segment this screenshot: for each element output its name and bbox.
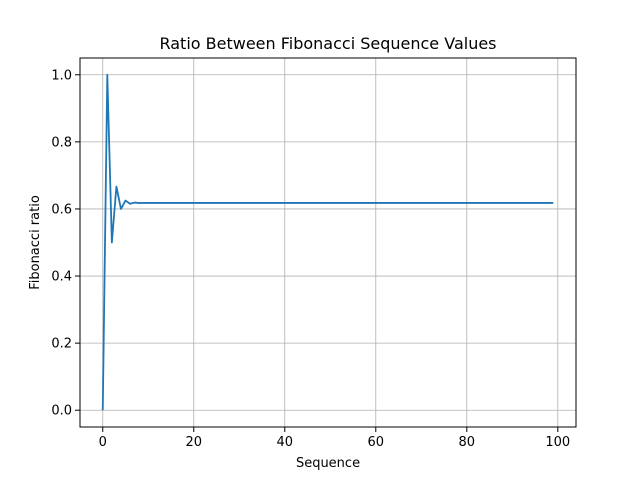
x-axis: 0 20 40 60 80 100 [99, 427, 570, 450]
x-tick-label: 100 [545, 435, 570, 450]
chart-title: Ratio Between Fibonacci Sequence Values [159, 34, 496, 53]
y-axis: 0.0 0.2 0.4 0.6 0.8 1.0 [51, 68, 80, 419]
y-tick-label: 0.0 [51, 404, 72, 419]
x-tick-label: 0 [99, 435, 107, 450]
x-tick-label: 80 [459, 435, 476, 450]
y-tick-label: 0.2 [51, 337, 72, 352]
x-tick-label: 40 [276, 435, 293, 450]
y-tick-label: 0.6 [51, 202, 72, 217]
y-tick-label: 0.8 [51, 135, 72, 150]
x-axis-label: Sequence [296, 456, 360, 471]
x-tick-label: 60 [368, 435, 385, 450]
axes-frame [79, 57, 577, 428]
y-tick-label: 1.0 [51, 68, 72, 83]
series-line [101, 73, 554, 411]
plot-area [101, 73, 554, 411]
grid [80, 58, 576, 427]
y-axis-label: Fibonacci ratio [28, 195, 43, 290]
x-tick-label: 20 [185, 435, 202, 450]
y-tick-label: 0.4 [51, 270, 72, 285]
